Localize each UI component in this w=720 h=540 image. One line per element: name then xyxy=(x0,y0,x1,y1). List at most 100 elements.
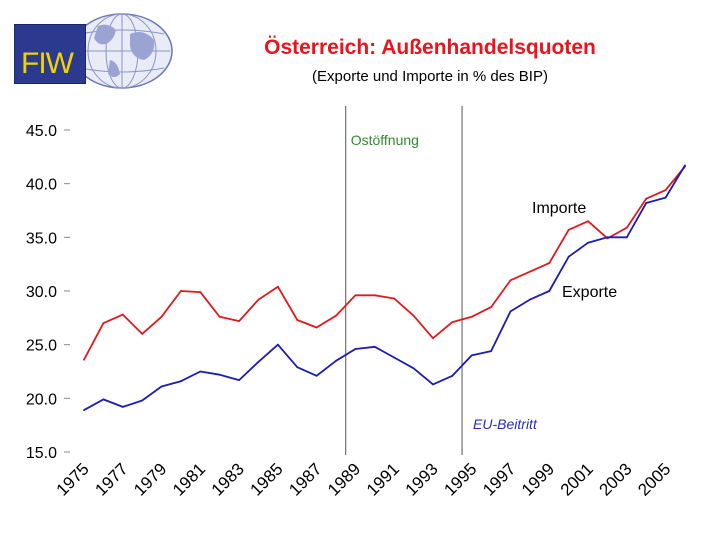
globe-icon xyxy=(71,13,173,89)
series-line-importe xyxy=(83,165,686,361)
data-point xyxy=(121,406,124,408)
data-point xyxy=(141,399,144,402)
data-point xyxy=(276,285,279,288)
x-tick-label: 2005 xyxy=(634,459,674,499)
y-tick-label: 15.0 xyxy=(26,445,57,462)
data-point xyxy=(548,262,551,264)
data-point xyxy=(335,314,337,317)
data-point xyxy=(625,226,628,229)
fiw-logo: FIW xyxy=(12,12,174,89)
data-point xyxy=(490,350,493,353)
chart-title: Österreich: Außenhandelsquoten xyxy=(264,36,596,59)
chart-subtitle: (Exporte und Importe in % des BIP) xyxy=(312,68,548,85)
data-point xyxy=(218,315,221,318)
x-tick-label: 2003 xyxy=(595,459,635,499)
data-point xyxy=(238,379,240,381)
series-lines xyxy=(83,164,686,412)
data-point xyxy=(373,294,376,297)
data-point xyxy=(257,360,260,363)
x-tick-label: 1977 xyxy=(91,459,131,499)
x-tick-label: 1995 xyxy=(440,459,480,499)
data-point xyxy=(238,320,240,322)
data-point xyxy=(684,164,686,167)
data-point xyxy=(529,298,531,301)
data-point xyxy=(354,294,357,297)
data-point xyxy=(529,270,531,273)
data-point xyxy=(509,310,512,313)
data-point xyxy=(354,348,357,350)
y-tick-label: 40.0 xyxy=(26,177,57,194)
data-point xyxy=(645,197,648,200)
data-point xyxy=(102,398,105,401)
x-tick-label: 1987 xyxy=(285,459,325,499)
logo-box: FIW xyxy=(14,24,86,84)
data-point xyxy=(160,315,163,318)
data-point xyxy=(645,202,648,204)
data-point xyxy=(587,220,589,223)
x-tick-label: 1983 xyxy=(208,459,248,499)
event-label-ostoeffnung: Ostöffnung xyxy=(351,132,419,148)
series-label-exporte: Exporte xyxy=(562,284,617,301)
data-point xyxy=(606,236,609,239)
data-point xyxy=(587,241,589,244)
y-axis: 15.0 20.0 25.0 30.0 35.0 40.0 45.0 xyxy=(26,123,70,462)
data-point xyxy=(490,306,493,308)
x-tick-label: 1975 xyxy=(53,459,93,499)
data-point xyxy=(199,370,202,373)
data-point xyxy=(393,297,396,300)
data-point xyxy=(276,343,279,346)
y-tick-label: 45.0 xyxy=(26,123,57,140)
data-point xyxy=(625,236,628,239)
x-tick-label: 2001 xyxy=(557,459,597,499)
data-point xyxy=(432,337,434,340)
data-point xyxy=(121,313,124,316)
x-tick-label: 1981 xyxy=(169,459,209,499)
data-point xyxy=(470,354,473,357)
x-tick-label: 1989 xyxy=(324,459,364,499)
data-point xyxy=(335,359,337,362)
data-point xyxy=(257,298,260,301)
data-point xyxy=(102,322,105,325)
data-point xyxy=(470,315,473,318)
series-labels: Importe Exporte xyxy=(532,200,617,301)
logo-text: FIW xyxy=(21,47,74,80)
series-label-importe: Importe xyxy=(532,200,586,217)
x-tick-label: 1993 xyxy=(402,459,442,499)
data-point xyxy=(567,255,570,258)
data-point xyxy=(373,345,376,348)
x-tick-label: 1997 xyxy=(479,459,519,499)
data-point xyxy=(141,333,144,335)
data-point xyxy=(509,279,512,282)
data-point xyxy=(296,319,299,321)
data-point xyxy=(548,290,551,292)
data-point xyxy=(664,189,667,192)
event-lines: Ostöffnung EU-Beitritt xyxy=(345,106,538,455)
series-line-exporte xyxy=(83,164,686,411)
data-point xyxy=(83,409,85,412)
y-tick-label: 35.0 xyxy=(26,230,57,247)
data-point xyxy=(160,385,163,388)
data-point xyxy=(315,326,318,329)
y-tick-label: 30.0 xyxy=(26,284,57,301)
y-tick-label: 20.0 xyxy=(26,391,57,408)
data-point xyxy=(180,290,182,292)
data-point xyxy=(432,383,434,386)
event-label-eu-beitritt: EU-Beitritt xyxy=(473,416,538,432)
y-tick-label: 25.0 xyxy=(26,338,57,355)
data-point xyxy=(315,374,318,377)
data-point xyxy=(451,321,454,324)
data-point xyxy=(412,367,415,370)
data-point xyxy=(664,196,667,199)
x-tick-label: 1985 xyxy=(247,459,287,499)
x-axis: 1975197719791981198319851987198919911993… xyxy=(53,459,675,499)
data-point xyxy=(199,291,202,293)
data-point xyxy=(83,358,85,361)
data-point xyxy=(393,356,396,359)
data-point xyxy=(180,380,182,383)
x-tick-label: 1999 xyxy=(518,459,558,499)
x-tick-label: 1991 xyxy=(363,459,403,499)
x-tick-label: 1979 xyxy=(130,459,170,499)
data-point xyxy=(296,366,299,369)
data-point xyxy=(451,374,454,377)
